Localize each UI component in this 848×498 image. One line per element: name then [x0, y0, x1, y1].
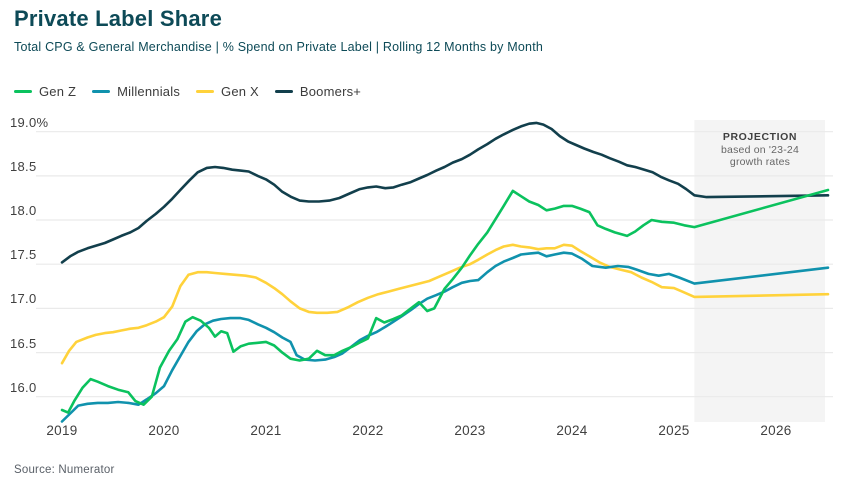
projection-annotation: PROJECTION based on '23-24 growth rates — [696, 131, 824, 169]
projection-annotation-note-line1: based on '23-24 — [721, 143, 799, 156]
projection-annotation-note-line2: growth rates — [729, 156, 791, 169]
legend-item-millennials: Millennials — [92, 84, 180, 99]
series-line-boomers- — [60, 121, 830, 264]
page-subtitle: Total CPG & General Merchandise | % Spen… — [14, 40, 544, 54]
legend-label: Gen X — [221, 84, 259, 99]
x-tick-label-2026: 2026 — [760, 423, 792, 438]
legend-swatch-icon — [92, 90, 111, 93]
chart-legend: Gen Z Millennials Gen X Boomers+ — [14, 84, 361, 99]
x-tick-label-2020: 2020 — [148, 423, 180, 438]
series-line-gen-x — [60, 243, 830, 365]
legend-label: Millennials — [117, 84, 181, 99]
series-line-millennials — [60, 251, 830, 423]
legend-label: Gen Z — [39, 84, 77, 99]
x-tick-label-2021: 2021 — [250, 423, 282, 438]
legend-label: Boomers+ — [299, 84, 362, 99]
x-tick-label-2019: 2019 — [46, 423, 78, 438]
y-tick-label-18.5: 18.5 — [10, 159, 37, 174]
legend-item-gen-x: Gen X — [196, 84, 259, 99]
page-title: Private Label Share — [14, 6, 223, 31]
source-note: Source: Numerator — [14, 464, 115, 476]
x-tick-label-2022: 2022 — [352, 423, 384, 438]
x-tick-label-2023: 2023 — [454, 423, 486, 438]
legend-item-boomers-: Boomers+ — [274, 84, 362, 99]
y-tick-label-17: 17.0 — [10, 291, 37, 306]
y-tick-label-19: 19.0% — [10, 115, 49, 130]
y-tick-label-16.5: 16.5 — [10, 336, 37, 351]
y-tick-label-17.5: 17.5 — [10, 247, 37, 262]
x-tick-label-2025: 2025 — [658, 423, 690, 438]
legend-swatch-icon — [196, 90, 215, 93]
legend-item-gen-z: Gen Z — [14, 84, 76, 99]
series-line-gen-z — [60, 188, 830, 414]
y-tick-label-16: 16.0 — [10, 380, 37, 395]
y-tick-label-18: 18.0 — [10, 203, 37, 218]
projection-annotation-title: PROJECTION — [722, 131, 798, 143]
legend-swatch-icon — [274, 90, 293, 93]
x-tick-label-2024: 2024 — [556, 423, 588, 438]
legend-swatch-icon — [14, 90, 32, 93]
